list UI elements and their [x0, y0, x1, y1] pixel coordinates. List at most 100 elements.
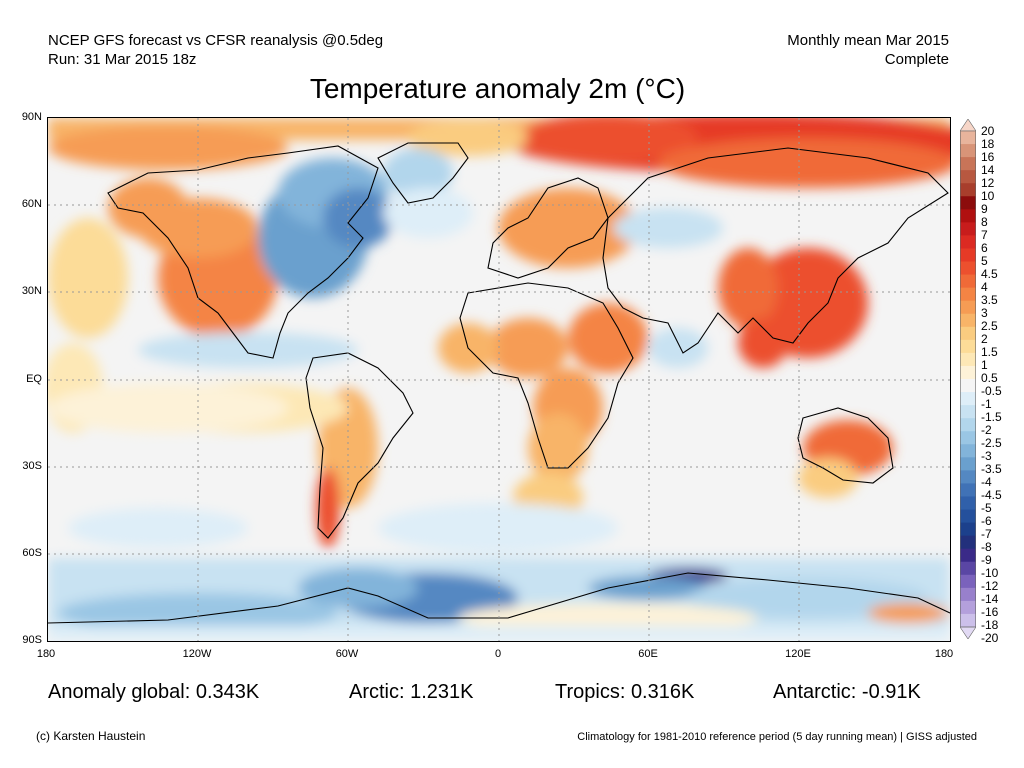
colorbar-tick-label: -2 — [981, 423, 992, 437]
header-left: NCEP GFS forecast vs CFSR reanalysis @0.… — [48, 31, 383, 69]
colorbar-tick-label: 8 — [981, 215, 988, 229]
colorbar-tick-label: -12 — [981, 579, 999, 593]
anomaly-field — [48, 118, 950, 641]
colorbar-swatch — [960, 470, 976, 484]
colorbar-tick-label: -0.5 — [981, 384, 1002, 398]
asia-outline — [602, 147, 949, 354]
north-america-outline — [107, 145, 379, 359]
colorbar-tick-label: 1.5 — [981, 345, 998, 359]
colorbar-tick-label: 16 — [981, 150, 995, 164]
colorbar-swatch — [960, 248, 976, 262]
colorbar-swatch — [960, 600, 976, 615]
colorbar-tick-label: 1 — [981, 358, 988, 372]
model-description: NCEP GFS forecast vs CFSR reanalysis @0.… — [48, 32, 384, 49]
lon-label: 120W — [182, 648, 212, 660]
colorbar-swatch — [960, 183, 976, 197]
colorbar-swatch — [960, 483, 976, 497]
colorbar-swatch — [960, 574, 976, 589]
lon-label: 120E — [785, 648, 811, 660]
colorbar-tick-label: 6 — [981, 241, 988, 255]
lat-label: EQ — [26, 373, 42, 385]
header-right: Monthly mean Mar 2015 Complete — [787, 31, 949, 69]
colorbar-swatch — [960, 613, 976, 628]
australia-outline — [797, 407, 894, 484]
colorbar-tick-label: -3.5 — [981, 462, 1002, 476]
colorbar-tick-label: 10 — [981, 189, 995, 203]
colorbar-swatch — [960, 209, 976, 223]
colorbar-tick-label: 3.5 — [981, 293, 998, 307]
colorbar-tick-label: -2.5 — [981, 436, 1002, 450]
colorbar-swatch — [960, 144, 976, 158]
colorbar-swatch — [960, 392, 976, 406]
anomaly-map — [47, 117, 951, 642]
colorbar-tick-label: -5 — [981, 501, 992, 515]
colorbar-swatch — [960, 131, 976, 145]
colorbar-swatch — [960, 418, 976, 432]
colorbar-tick-label: -4.5 — [981, 488, 1002, 502]
completeness-label: Complete — [884, 51, 949, 68]
colorbar-swatch — [960, 261, 976, 275]
colorbar-tick-label: 3 — [981, 306, 988, 320]
colorbar-swatch — [960, 509, 976, 523]
colorbar-swatch — [960, 287, 976, 302]
colorbar-tick-label: 7 — [981, 228, 988, 242]
colorbar-tick-label: -20 — [981, 631, 999, 645]
lat-label: 60N — [21, 198, 42, 210]
colorbar-swatch — [960, 379, 976, 393]
greenland-outline — [377, 142, 469, 204]
colorbar-bottom-arrow — [960, 626, 976, 639]
lon-label: 60W — [335, 648, 359, 660]
colorbar-swatch — [960, 352, 976, 367]
colorbar-tick-label: -8 — [981, 540, 992, 554]
colorbar-tick-label: -18 — [981, 618, 999, 632]
europe-outline — [487, 177, 609, 279]
lat-label: 30N — [21, 285, 42, 297]
colorbar-tick-label: 0.5 — [981, 371, 998, 385]
antarctic-anomaly: Antarctic: -0.91K — [773, 681, 921, 703]
colorbar-swatch — [960, 274, 976, 289]
period-label: Monthly mean Mar 2015 — [787, 32, 949, 49]
colorbar-swatch — [960, 157, 976, 171]
colorbar-tick-label: -1.5 — [981, 410, 1002, 424]
colorbar-swatch — [960, 326, 976, 341]
antarctica-outline — [48, 572, 950, 624]
lon-label: 180 — [934, 648, 954, 660]
colorbar — [960, 119, 976, 639]
colorbar-swatch — [960, 405, 976, 419]
colorbar-tick-label: -3 — [981, 449, 992, 463]
colorbar-tick-label: 20 — [981, 124, 995, 138]
colorbar-tick-label: 5 — [981, 254, 988, 268]
copyright: (c) Karsten Haustein — [36, 729, 146, 743]
run-time: Run: 31 Mar 2015 18z — [48, 51, 197, 68]
colorbar-tick-label: 4 — [981, 280, 988, 294]
map-title: Temperature anomaly 2m (°C) — [309, 73, 686, 104]
colorbar-swatch — [960, 196, 976, 210]
colorbar-swatch — [960, 300, 976, 315]
colorbar-swatch — [960, 535, 976, 550]
colorbar-tick-label: 2 — [981, 332, 988, 346]
colorbar-top-arrow — [960, 119, 976, 132]
lat-label: 60S — [22, 547, 42, 559]
colorbar-swatch — [960, 496, 976, 510]
colorbar-swatch — [960, 222, 976, 236]
graticule — [48, 118, 950, 641]
colorbar-tick-label: -4 — [981, 475, 992, 489]
arctic-anomaly: Arctic: 1.231K — [349, 681, 474, 703]
colorbar-swatch — [960, 235, 976, 249]
colorbar-tick-label: 4.5 — [981, 267, 998, 281]
colorbar-swatch — [960, 170, 976, 184]
climatology-note: Climatology for 1981-2010 reference peri… — [577, 731, 977, 743]
colorbar-tick-label: -10 — [981, 566, 999, 580]
colorbar-tick-label: -9 — [981, 553, 992, 567]
colorbar-tick-label: 18 — [981, 137, 995, 151]
lat-label: 30S — [22, 460, 42, 472]
africa-outline — [459, 282, 634, 469]
colorbar-tick-label: 9 — [981, 202, 988, 216]
colorbar-tick-label: -7 — [981, 527, 992, 541]
colorbar-tick-label: -16 — [981, 605, 999, 619]
map-canvas — [48, 118, 950, 641]
colorbar-swatch — [960, 444, 976, 458]
colorbar-tick-label: 12 — [981, 176, 995, 190]
lon-label: 0 — [494, 648, 502, 660]
colorbar-swatch — [960, 561, 976, 576]
